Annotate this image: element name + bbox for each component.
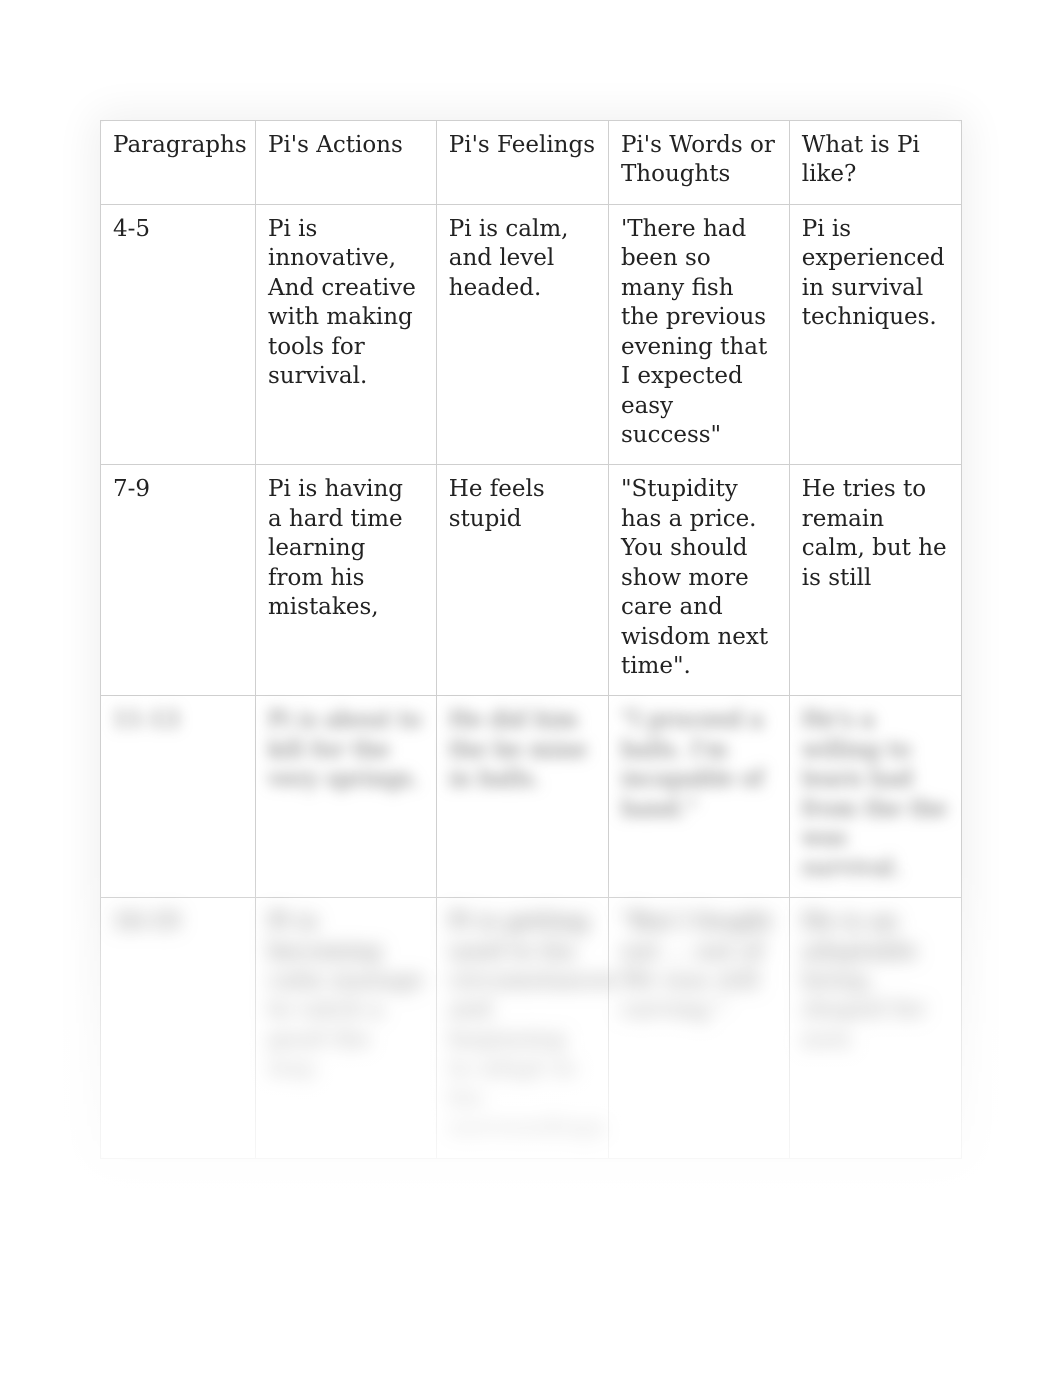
cell-like: He is an adaptable being, shaped for now… (789, 898, 961, 1159)
col-like: What is Pi like? (789, 121, 961, 205)
cell-feelings: Pi is getting used to his circumstances … (436, 898, 608, 1159)
cell-actions: Pi is having a hard time learning from h… (255, 465, 436, 696)
cell-words: "Stupidity has a price. You should show … (608, 465, 789, 696)
table-row: 4-5 Pi is innovative, And creative with … (101, 204, 962, 465)
table-container: Paragraphs Pi's Actions Pi's Feelings Pi… (100, 120, 962, 1159)
cell-words: "I proceed a balls. I'm incapable of han… (608, 696, 789, 898)
col-feelings: Pi's Feelings (436, 121, 608, 205)
cell-actions: Pi is about to kill for the very springs… (255, 696, 436, 898)
cell-words: 'There had been so many fish the previou… (608, 204, 789, 465)
analysis-table: Paragraphs Pi's Actions Pi's Feelings Pi… (100, 120, 962, 1159)
cell-feelings: He did him the be mine in balls. (436, 696, 608, 898)
cell-paragraphs: 11-13 (101, 696, 256, 898)
table-row: 7-9 Pi is having a hard time learning fr… (101, 465, 962, 696)
table-header-row: Paragraphs Pi's Actions Pi's Feelings Pi… (101, 121, 962, 205)
table-row-blurred: 16-19 Pi is becoming calm manage to catc… (101, 898, 962, 1159)
col-words: Pi's Words or Thoughts (608, 121, 789, 205)
cell-like: Pi is experienced in survival techniques… (789, 204, 961, 465)
col-paragraphs: Paragraphs (101, 121, 256, 205)
cell-like: He's a willing to learn had from the the… (789, 696, 961, 898)
table-row-blurred: 11-13 Pi is about to kill for the very s… (101, 696, 962, 898)
cell-paragraphs: 4-5 (101, 204, 256, 465)
cell-like: He tries to remain calm, but he is still (789, 465, 961, 696)
cell-words: "But I fought out ... out of We was stil… (608, 898, 789, 1159)
cell-feelings: Pi is calm, and level headed. (436, 204, 608, 465)
cell-paragraphs: 16-19 (101, 898, 256, 1159)
cell-feelings: He feels stupid (436, 465, 608, 696)
col-actions: Pi's Actions (255, 121, 436, 205)
cell-actions: Pi is becoming calm manage to catch a go… (255, 898, 436, 1159)
cell-paragraphs: 7-9 (101, 465, 256, 696)
document-page: Paragraphs Pi's Actions Pi's Feelings Pi… (0, 0, 1062, 1377)
cell-actions: Pi is innovative, And creative with maki… (255, 204, 436, 465)
